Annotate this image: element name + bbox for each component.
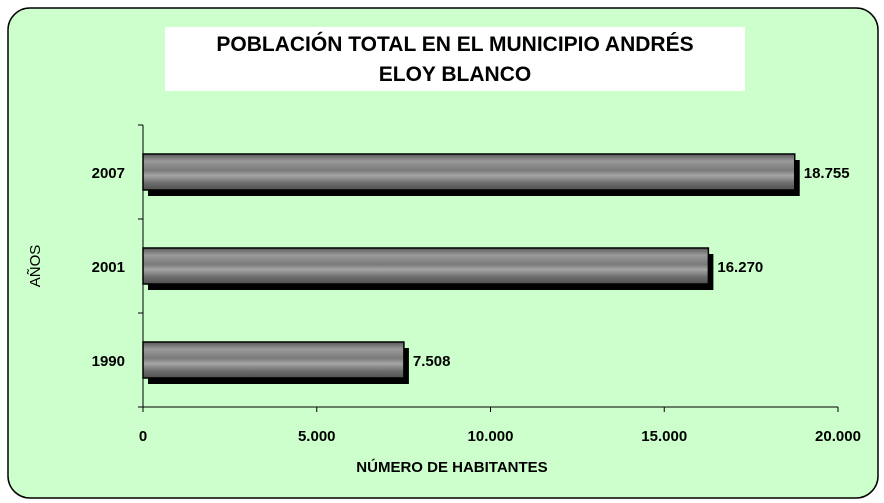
y-tick-label: 2007 xyxy=(92,165,125,182)
data-label: 7.508 xyxy=(413,353,451,370)
y-tick-label: 1990 xyxy=(92,353,125,370)
y-tick-label: 2001 xyxy=(92,259,125,276)
chart-title: POBLACIÓN TOTAL EN EL MUNICIPIO ANDRÉS EL… xyxy=(216,32,693,86)
y-axis-label: AÑOS xyxy=(27,245,44,288)
x-tick-label: 0 xyxy=(139,428,147,445)
title-box xyxy=(165,27,745,91)
x-tick-label: 10.000 xyxy=(468,428,514,445)
data-label: 16.270 xyxy=(717,259,763,276)
x-tick-label: 20.000 xyxy=(815,428,861,445)
data-label: 18.755 xyxy=(804,165,850,182)
bar xyxy=(142,341,405,379)
x-tick-label: 15.000 xyxy=(641,428,687,445)
bar xyxy=(142,153,796,191)
bar xyxy=(142,247,710,285)
x-axis-label: NÚMERO DE HABITANTES xyxy=(356,458,547,476)
x-tick-label: 5.000 xyxy=(298,428,336,445)
